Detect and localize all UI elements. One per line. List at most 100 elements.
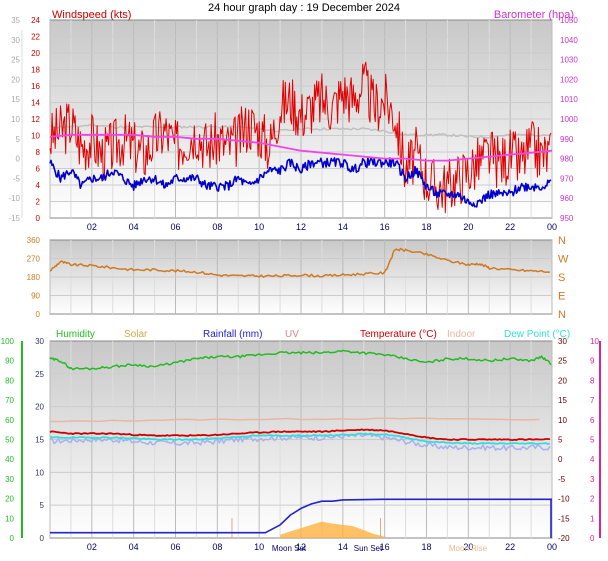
legend-item: UV: [285, 329, 299, 340]
y-tick-label: 60: [5, 416, 14, 425]
legend-item: Solar: [124, 329, 148, 340]
y-tick-label: 8: [36, 148, 41, 157]
y-tick-label: -10: [558, 495, 570, 504]
compass-label: W: [558, 254, 569, 266]
x-tick-label: 22: [505, 542, 515, 552]
x-tick-label: 18: [421, 542, 431, 552]
y-tick-label: 980: [560, 155, 574, 164]
y-tick-label: 1020: [560, 75, 578, 84]
y-tick-label: 30: [11, 36, 20, 45]
y-tick-label: 20: [11, 75, 20, 84]
series-blue-band: [49, 432, 551, 452]
y-tick-label: 5: [590, 436, 595, 445]
y-tick-label: 14: [31, 99, 40, 108]
compass-label: N: [558, 309, 566, 321]
compass-label: S: [558, 272, 565, 284]
x-tick-label: 12: [296, 542, 306, 552]
series-wind-average: [49, 157, 552, 208]
annotation-label: Moon Rise: [449, 544, 488, 553]
x-tick-label: 18: [421, 222, 431, 232]
y-tick-label: 18: [31, 66, 40, 75]
y-tick-label: 50: [5, 436, 14, 445]
annotation-label: Sun Set: [354, 544, 383, 553]
y-tick-label: 100: [1, 337, 15, 346]
y-tick-label: -10: [8, 194, 20, 203]
y-tick-label: 70: [5, 396, 14, 405]
legend-item: Indoor: [447, 329, 476, 340]
y-tick-label: 40: [5, 455, 14, 464]
y-tick-label: 25: [35, 370, 44, 379]
annotation-label: Moon Set: [272, 544, 307, 553]
y-tick-label: 6: [36, 165, 41, 174]
y-tick-label: 20: [35, 403, 44, 412]
baro-axis-title: Barometer (hpa): [494, 9, 574, 21]
y-tick-label: 30: [558, 337, 567, 346]
y-tick-label: 180: [27, 273, 41, 282]
x-tick-label: 06: [170, 542, 180, 552]
y-tick-label: -5: [558, 475, 566, 484]
y-tick-label: 9: [590, 357, 595, 366]
y-tick-label: 960: [560, 194, 574, 203]
series-outer-grey: [49, 123, 551, 139]
compass-label: E: [558, 291, 565, 303]
y-tick-label: 0: [16, 155, 21, 164]
legend-item: Humidity: [56, 329, 95, 340]
y-tick-label: 30: [35, 337, 44, 346]
legend-item: Rainfall (mm): [203, 329, 262, 340]
y-tick-label: 0: [36, 310, 41, 319]
y-tick-label: 1030: [560, 56, 578, 65]
y-tick-label: 24: [31, 16, 40, 25]
series-barometer: [49, 133, 553, 162]
y-tick-label: 8: [590, 376, 595, 385]
y-tick-label: 1: [590, 514, 595, 523]
y-tick-label: 20: [5, 495, 14, 504]
y-tick-label: 10: [5, 514, 14, 523]
y-tick-label: 6: [590, 416, 595, 425]
x-tick-label: 00: [547, 542, 557, 552]
y-tick-label: 20: [31, 49, 40, 58]
y-tick-label: 10: [590, 337, 599, 346]
series-humidity: [49, 349, 552, 371]
x-tick-label: 02: [87, 222, 97, 232]
x-tick-label: 08: [212, 542, 222, 552]
y-tick-label: 1000: [560, 115, 578, 124]
y-tick-label: 35: [11, 16, 20, 25]
x-tick-label: 20: [463, 222, 473, 232]
x-tick-label: 10: [254, 222, 264, 232]
y-tick-label: -15: [8, 214, 20, 223]
y-tick-label: 7: [590, 396, 595, 405]
x-tick-label: 08: [212, 222, 222, 232]
series-rainfall: [50, 498, 552, 534]
x-tick-label: 06: [170, 222, 180, 232]
y-tick-label: 4: [36, 181, 41, 190]
y-tick-label: 10: [31, 132, 40, 141]
y-tick-label: 90: [5, 357, 14, 366]
y-tick-label: 80: [5, 376, 14, 385]
x-tick-label: 00: [547, 222, 557, 232]
y-tick-label: 25: [558, 357, 567, 366]
y-tick-label: 950: [560, 214, 574, 223]
y-tick-label: 0: [36, 214, 41, 223]
series-indoor: [50, 417, 540, 423]
y-tick-label: 4: [590, 455, 595, 464]
y-tick-label: -15: [558, 514, 570, 523]
y-tick-label: 2: [36, 198, 41, 207]
x-tick-label: 04: [129, 542, 139, 552]
x-tick-label: 16: [380, 542, 390, 552]
page-title: 24 hour graph day : 19 December 2024: [208, 2, 400, 14]
y-tick-label: -5: [13, 174, 21, 183]
y-tick-label: 990: [560, 135, 574, 144]
y-tick-label: 16: [31, 82, 40, 91]
x-tick-label: 14: [338, 542, 348, 552]
x-tick-label: 04: [129, 222, 139, 232]
y-tick-label: 5: [16, 135, 21, 144]
x-tick-label: 14: [338, 222, 348, 232]
x-tick-label: 12: [296, 222, 306, 232]
y-tick-label: 360: [27, 236, 41, 245]
y-tick-label: 970: [560, 174, 574, 183]
y-tick-label: 5: [558, 436, 563, 445]
x-tick-label: 20: [463, 542, 473, 552]
x-tick-label: 02: [87, 542, 97, 552]
y-tick-label: 20: [558, 376, 567, 385]
